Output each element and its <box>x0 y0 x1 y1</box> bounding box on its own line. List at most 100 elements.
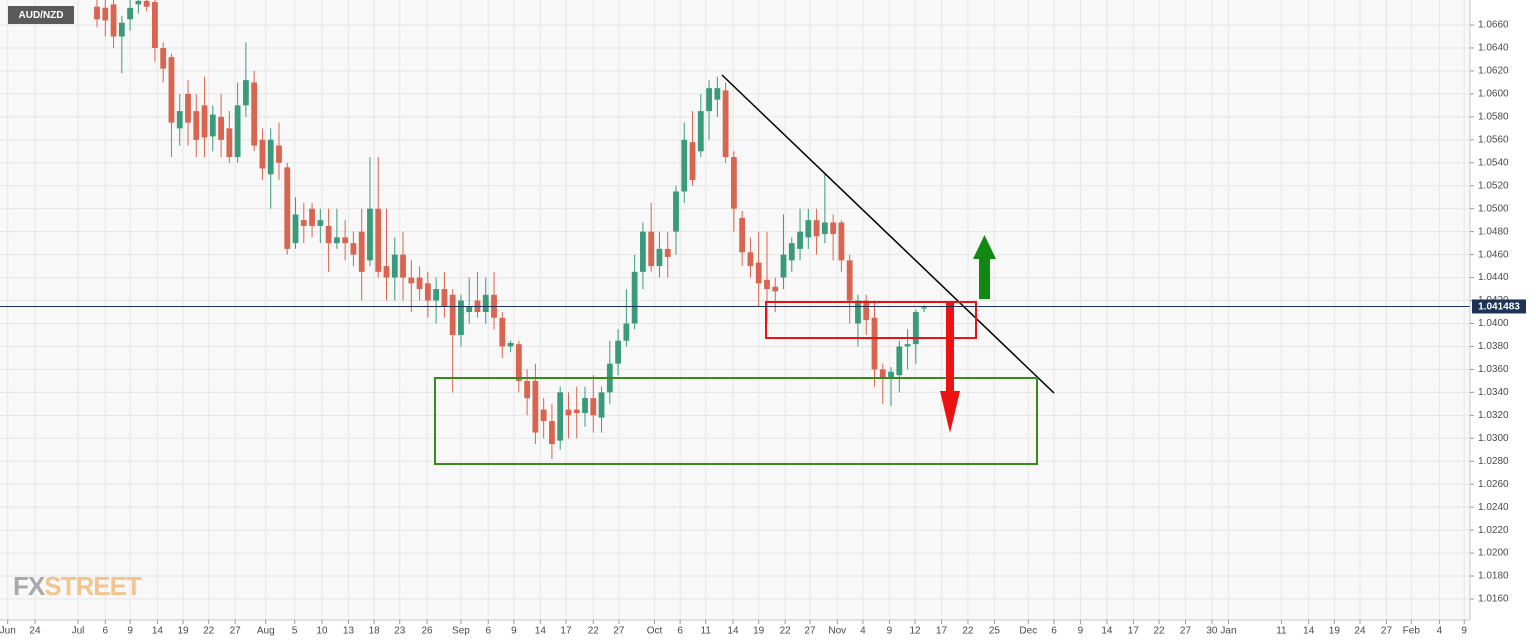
x-tick-label: 27 <box>613 626 625 637</box>
x-tick-label: Dec <box>1019 626 1037 637</box>
support-box <box>434 377 1038 465</box>
x-tick-label: 27 <box>1381 626 1393 637</box>
candle-body <box>160 47 167 69</box>
x-tick-label: 17 <box>560 626 572 637</box>
candle-body <box>648 231 655 267</box>
x-tick-label: 19 <box>177 626 189 637</box>
candle-body <box>615 340 621 364</box>
x-tick-label: 17 <box>1128 626 1140 637</box>
x-tick-label: 24 <box>29 626 41 637</box>
candle-body <box>383 266 390 278</box>
candles <box>94 0 928 459</box>
candle-body <box>871 317 878 370</box>
x-tick-label: 9 <box>1078 626 1084 637</box>
candle-body <box>482 294 489 313</box>
candle-body <box>168 57 175 123</box>
y-tick-label: 1.0500 <box>1478 203 1509 214</box>
x-tick-label: 22 <box>780 626 792 637</box>
candle-body <box>251 82 258 146</box>
x-tick-label: Jun <box>0 626 16 637</box>
x-tick-label: 14 <box>535 626 547 637</box>
candle-body <box>391 254 398 278</box>
y-tick-label: 1.0600 <box>1478 89 1509 100</box>
candle-body <box>325 225 332 244</box>
candle-body <box>755 262 762 284</box>
candle-body <box>218 116 224 140</box>
candle-body <box>433 289 440 301</box>
y-tick-label: 1.0340 <box>1478 387 1509 398</box>
y-tick-label: 1.0300 <box>1478 433 1509 444</box>
candle-body <box>565 409 572 416</box>
x-tick-label: 9 <box>887 626 893 637</box>
watermark-street: STREET <box>44 571 142 601</box>
x-tick-label: 10 <box>316 626 328 637</box>
x-tick-label: 19 <box>1329 626 1341 637</box>
resistance-box <box>765 301 977 339</box>
drawings <box>434 74 1055 465</box>
x-tick-label: 6 <box>677 626 683 637</box>
candle-body <box>673 191 679 232</box>
candle-body <box>764 279 770 290</box>
candle-body <box>722 90 729 158</box>
candle-body <box>342 237 349 244</box>
x-tick-label: 11 <box>1276 626 1287 637</box>
x-tick-label: Feb <box>1403 626 1421 637</box>
y-tick-label: 1.0240 <box>1478 502 1509 513</box>
x-tick-label: 27 <box>1180 626 1192 637</box>
candle-body <box>788 243 795 261</box>
x-tick-label: 6 <box>485 626 491 637</box>
x-tick-label: 22 <box>1153 626 1165 637</box>
x-tick-label: 6 <box>1051 626 1057 637</box>
candle-body <box>846 260 853 301</box>
x-tick-label: 4 <box>1437 626 1443 637</box>
candle-body <box>94 6 100 20</box>
candle-body <box>110 4 117 37</box>
candle-body <box>449 294 456 335</box>
y-tick-label: 1.0180 <box>1478 571 1509 582</box>
candle-body <box>441 289 448 307</box>
candle-body <box>267 139 274 175</box>
candle-body <box>797 231 803 249</box>
watermark: FXSTREET <box>13 571 142 601</box>
candle-body <box>507 343 514 347</box>
candle-body <box>300 220 307 226</box>
candle-body <box>408 277 415 284</box>
candle-body <box>623 323 630 341</box>
candle-body <box>697 111 704 152</box>
candle-body <box>143 0 150 7</box>
candle-body <box>689 142 696 180</box>
x-tick-label: 6 <box>103 626 109 637</box>
candle-body <box>309 208 315 226</box>
candle-body <box>739 217 746 253</box>
candle-body <box>896 346 903 376</box>
y-tick-label: 1.0260 <box>1478 479 1509 490</box>
x-tick-label: 14 <box>727 626 739 637</box>
candle-body <box>656 248 663 267</box>
trend-line <box>721 74 1055 394</box>
candle-body <box>540 409 547 422</box>
y-tick-label: 1.0200 <box>1478 548 1509 559</box>
candle-body <box>152 2 158 48</box>
candle-body <box>681 139 688 192</box>
candle-body <box>400 254 406 278</box>
candle-body <box>515 344 522 381</box>
x-tick-label: Aug <box>257 626 275 637</box>
x-tick-label: 25 <box>989 626 1001 637</box>
candle-body <box>118 22 125 37</box>
candle-body <box>317 220 324 226</box>
candle-body <box>863 300 870 321</box>
symbol-badge <box>8 6 74 24</box>
x-tick-label: 9 <box>127 626 133 637</box>
candle-body <box>904 344 911 347</box>
y-tick-label: 1.0480 <box>1478 226 1509 237</box>
y-tick-label: 1.0660 <box>1478 20 1509 31</box>
candle-body <box>135 0 142 5</box>
candle-body <box>714 88 721 100</box>
candle-body <box>127 7 133 20</box>
candle-body <box>730 157 737 209</box>
x-tick-label: Sep <box>452 626 470 637</box>
candle-body <box>631 271 638 324</box>
x-tick-label: 26 <box>421 626 433 637</box>
candle-body <box>458 300 464 335</box>
